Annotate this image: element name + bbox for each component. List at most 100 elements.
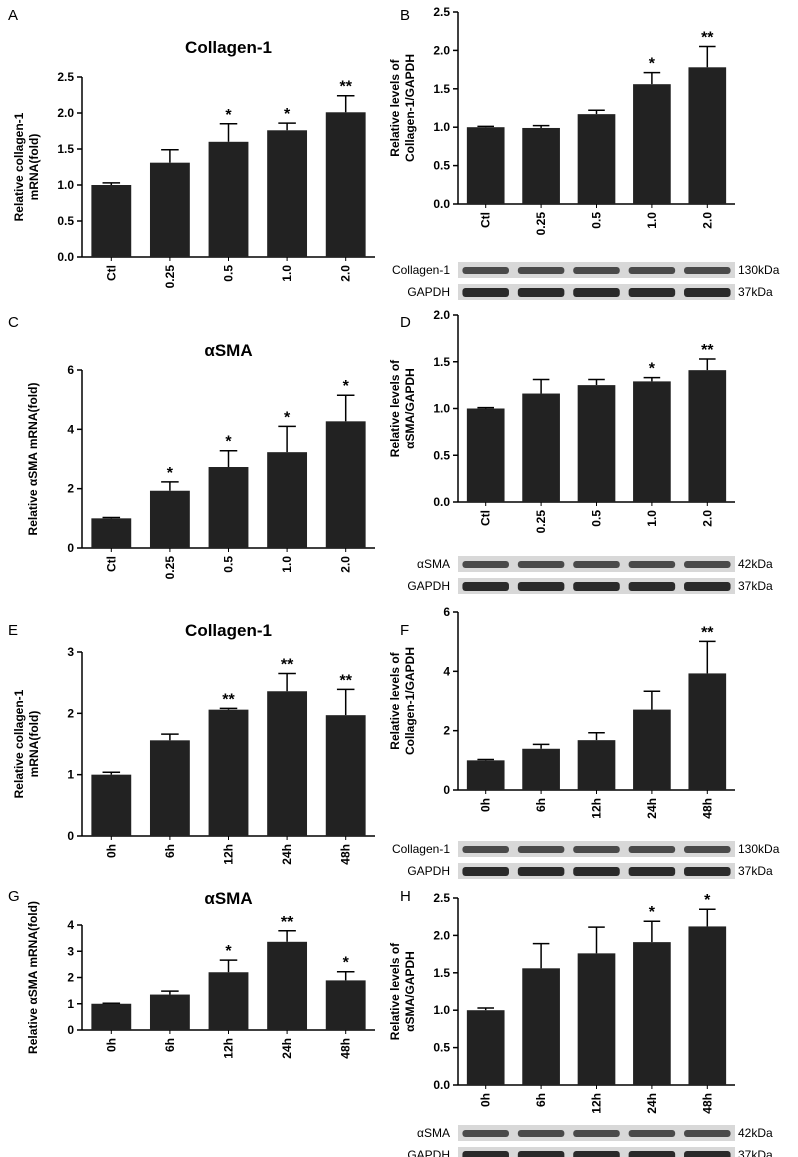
x-tick-label: 1.0 <box>645 510 659 527</box>
chart-title: Collagen-1 <box>185 621 272 640</box>
y-axis-label: Collagen-1/GAPDH <box>403 54 417 162</box>
y-axis-label: Relative levels of <box>388 942 402 1040</box>
blot-size: 37kDa <box>738 579 773 593</box>
bar <box>577 385 616 502</box>
x-tick-label: 2.0 <box>700 212 714 229</box>
x-tick-label: 0h <box>479 798 493 812</box>
significance: ** <box>701 30 714 47</box>
blot-band <box>573 582 620 591</box>
panel-letter: G <box>8 888 20 905</box>
blot-band <box>573 846 620 853</box>
x-tick-label: 24h <box>280 844 294 865</box>
blot-band <box>628 1151 676 1157</box>
x-tick-label: 12h <box>222 844 236 865</box>
blot-band <box>684 582 731 591</box>
significance: ** <box>339 672 352 689</box>
x-tick-label: 0h <box>104 844 118 858</box>
y-axis-label: Collagen-1/GAPDH <box>403 647 417 755</box>
y-tick-label: 1.0 <box>433 402 450 416</box>
bar <box>633 84 671 204</box>
y-tick-label: 1.5 <box>433 82 450 96</box>
blot-band <box>517 846 565 853</box>
y-tick-label: 2 <box>67 482 74 496</box>
blot-band <box>462 288 509 297</box>
y-tick-label: 2.5 <box>57 70 74 84</box>
y-tick-label: 2.0 <box>433 43 450 57</box>
chart-title: αSMA <box>204 889 252 908</box>
bar <box>688 673 727 790</box>
blot-label: GAPDH <box>407 1148 450 1157</box>
y-tick-label: 6 <box>67 363 74 377</box>
bar <box>466 127 505 204</box>
blot-size: 42kDa <box>738 1126 773 1140</box>
x-tick-label: 1.0 <box>280 556 294 573</box>
y-tick-label: 3 <box>67 944 74 958</box>
chart-title: Collagen-1 <box>185 38 272 57</box>
bar <box>688 370 727 502</box>
y-axis-label: αSMA/GAPDH <box>403 951 417 1032</box>
significance: ** <box>339 79 352 96</box>
x-tick-label: 0h <box>479 1093 493 1107</box>
bar <box>522 393 560 502</box>
bar <box>267 691 308 836</box>
bar <box>325 715 366 836</box>
significance: * <box>284 106 291 123</box>
blot-band <box>462 1130 509 1137</box>
x-tick-label: 2.0 <box>339 265 353 282</box>
y-axis-label: αSMA/GAPDH <box>403 368 417 449</box>
panel-letter: C <box>8 314 19 331</box>
y-tick-label: 4 <box>443 664 450 678</box>
blot-band <box>628 582 676 591</box>
bar <box>633 942 671 1085</box>
y-tick-label: 2.5 <box>433 891 450 905</box>
y-axis-label: Relative levels of <box>388 651 402 749</box>
blot-label: GAPDH <box>407 864 450 878</box>
bar <box>149 994 190 1030</box>
blot-band <box>684 867 731 876</box>
significance: ** <box>701 342 714 359</box>
panel-letter: F <box>400 622 409 639</box>
blot-band <box>462 582 509 591</box>
blot-size: 130kDa <box>738 263 780 277</box>
blot-band <box>462 561 509 568</box>
panel-letter: E <box>8 622 18 639</box>
y-tick-label: 0 <box>67 541 74 555</box>
y-tick-label: 2 <box>443 724 450 738</box>
y-axis-label: mRNA(fold) <box>27 134 41 201</box>
significance: * <box>343 955 350 972</box>
x-tick-label: 0.5 <box>222 556 236 573</box>
y-tick-label: 1 <box>67 997 74 1011</box>
y-tick-label: 0.0 <box>433 1078 450 1092</box>
y-tick-label: 1.0 <box>57 178 74 192</box>
bar <box>522 748 560 790</box>
blot-band <box>573 1151 620 1157</box>
blot-size: 130kDa <box>738 842 780 856</box>
x-tick-label: 6h <box>163 1038 177 1052</box>
y-tick-label: 4 <box>67 422 74 436</box>
bar <box>91 518 132 548</box>
blot-label: αSMA <box>417 557 450 571</box>
bar <box>208 972 249 1030</box>
bar <box>208 141 249 257</box>
y-tick-label: 0.5 <box>433 1041 450 1055</box>
y-tick-label: 2.0 <box>433 928 450 942</box>
blot-band <box>517 1151 565 1157</box>
bar <box>466 760 505 790</box>
significance: * <box>649 904 656 921</box>
significance: * <box>649 56 656 73</box>
x-tick-label: 24h <box>645 798 659 819</box>
y-tick-label: 1.5 <box>433 966 450 980</box>
significance: ** <box>701 624 714 641</box>
y-axis-label: Relative levels of <box>388 359 402 457</box>
x-tick-label: 48h <box>700 798 714 819</box>
x-tick-label: 0.5 <box>590 510 604 527</box>
y-axis-label: Relative collagen-1 <box>12 689 26 798</box>
significance: * <box>167 465 174 482</box>
bar <box>688 926 727 1085</box>
bar <box>325 980 366 1030</box>
y-tick-label: 2.0 <box>433 308 450 322</box>
blot-size: 37kDa <box>738 285 773 299</box>
significance: * <box>343 378 350 395</box>
bar <box>688 67 727 205</box>
x-tick-label: 12h <box>590 1093 604 1114</box>
